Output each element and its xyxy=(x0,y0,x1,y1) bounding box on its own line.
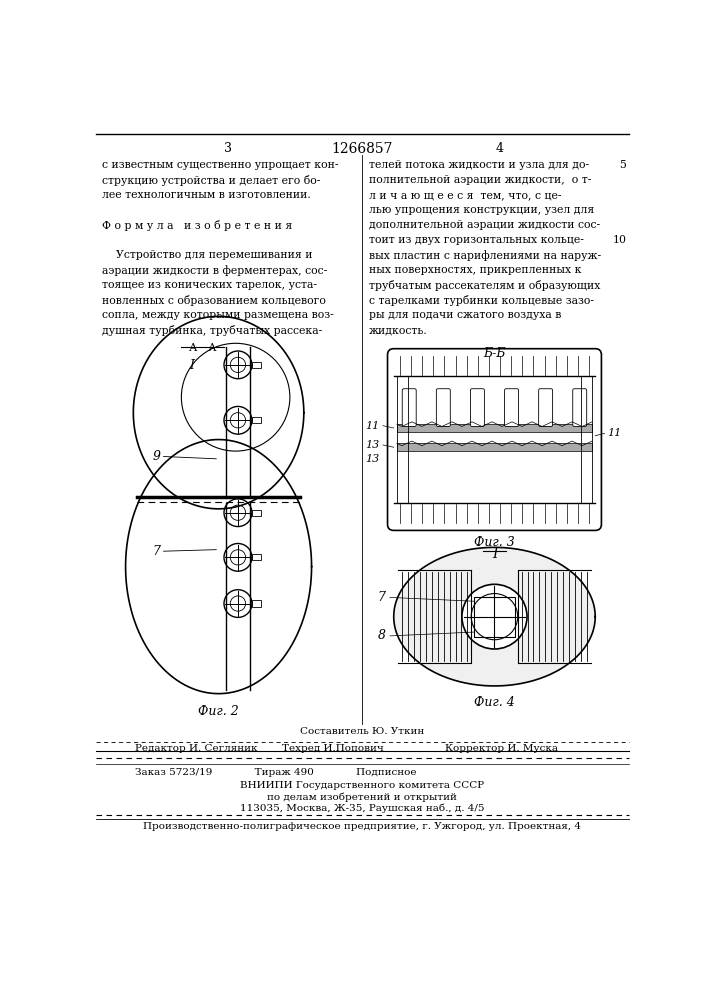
FancyBboxPatch shape xyxy=(402,389,416,426)
Text: Производственно-полиграфическое предприятие, г. Ужгород, ул. Проектная, 4: Производственно-полиграфическое предприя… xyxy=(143,822,581,831)
Text: I: I xyxy=(492,547,497,561)
Circle shape xyxy=(462,584,527,649)
Bar xyxy=(252,510,261,516)
FancyBboxPatch shape xyxy=(573,389,587,426)
Text: 13: 13 xyxy=(366,454,380,464)
Text: ВНИИПИ Государственного комитета СССР: ВНИИПИ Государственного комитета СССР xyxy=(240,781,484,790)
Text: 7: 7 xyxy=(153,545,160,558)
Text: Техред И.Попович: Техред И.Попович xyxy=(282,744,384,753)
Text: лее технологичным в изготовлении.: лее технологичным в изготовлении. xyxy=(103,190,311,200)
Text: 3: 3 xyxy=(224,142,232,155)
Polygon shape xyxy=(394,547,595,686)
Text: телей потока жидкости и узла для до-: телей потока жидкости и узла для до- xyxy=(369,160,589,170)
Text: аэрации жидкости в ферментерах, сос-: аэрации жидкости в ферментерах, сос- xyxy=(103,265,327,276)
Text: Корректор И. Муска: Корректор И. Муска xyxy=(445,744,558,753)
Text: 7: 7 xyxy=(378,591,386,604)
Text: трубчатым рассекателям и образующих: трубчатым рассекателям и образующих xyxy=(369,280,600,291)
Bar xyxy=(397,443,592,451)
Text: Ф о р м у л а   и з о б р е т е н и я: Ф о р м у л а и з о б р е т е н и я xyxy=(103,220,293,231)
Text: лью упрощения конструкции, узел для: лью упрощения конструкции, узел для xyxy=(369,205,594,215)
Text: с тарелками турбинки кольцевые зазо-: с тарелками турбинки кольцевые зазо- xyxy=(369,295,594,306)
Text: ры для подачи сжатого воздуха в: ры для подачи сжатого воздуха в xyxy=(369,310,561,320)
Text: 4: 4 xyxy=(495,142,503,155)
Bar xyxy=(252,417,261,423)
Text: струкцию устройства и делает его бо-: струкцию устройства и делает его бо- xyxy=(103,175,321,186)
Text: Заказ 5723/19             Тираж 490             Подписное: Заказ 5723/19 Тираж 490 Подписное xyxy=(135,768,416,777)
Text: Составитель Ю. Уткин: Составитель Ю. Уткин xyxy=(300,727,424,736)
Text: 5: 5 xyxy=(619,160,626,170)
Text: 113035, Москва, Ж-35, Раушская наб., д. 4/5: 113035, Москва, Ж-35, Раушская наб., д. … xyxy=(240,804,484,813)
Text: тоит из двух горизонтальных кольце-: тоит из двух горизонтальных кольце- xyxy=(369,235,584,245)
Bar xyxy=(252,362,261,368)
Text: жидкость.: жидкость. xyxy=(369,325,428,335)
Text: 11: 11 xyxy=(366,421,380,431)
Text: л и ч а ю щ е е с я  тем, что, с це-: л и ч а ю щ е е с я тем, что, с це- xyxy=(369,190,561,200)
FancyBboxPatch shape xyxy=(539,389,553,426)
Bar xyxy=(252,554,261,560)
FancyBboxPatch shape xyxy=(436,389,450,426)
Text: дополнительной аэрации жидкости сос-: дополнительной аэрации жидкости сос- xyxy=(369,220,600,230)
Text: полнительной аэрации жидкости,  о т-: полнительной аэрации жидкости, о т- xyxy=(369,175,591,185)
Bar xyxy=(474,597,515,637)
Text: А - А: А - А xyxy=(189,343,217,353)
Text: по делам изобретений и открытий: по делам изобретений и открытий xyxy=(267,792,457,802)
Text: 8: 8 xyxy=(378,629,386,642)
Text: 10: 10 xyxy=(612,235,626,245)
Bar xyxy=(252,600,261,607)
Text: Фиг. 4: Фиг. 4 xyxy=(474,696,515,709)
Bar xyxy=(397,424,592,432)
Text: Редактор И. Сегляник: Редактор И. Сегляник xyxy=(135,744,257,753)
Text: новленных с образованием кольцевого: новленных с образованием кольцевого xyxy=(103,295,326,306)
Text: 1266857: 1266857 xyxy=(331,142,392,156)
Text: Фиг. 2: Фиг. 2 xyxy=(198,705,239,718)
Text: тоящее из конических тарелок, уста-: тоящее из конических тарелок, уста- xyxy=(103,280,317,290)
Text: 9: 9 xyxy=(153,450,160,463)
Text: 11: 11 xyxy=(607,428,621,438)
FancyBboxPatch shape xyxy=(470,389,484,426)
Text: ных поверхностях, прикрепленных к: ных поверхностях, прикрепленных к xyxy=(369,265,581,275)
Text: сопла, между которыми размещена воз-: сопла, между которыми размещена воз- xyxy=(103,310,334,320)
FancyBboxPatch shape xyxy=(387,349,602,530)
Text: душная турбинка, трубчатых рассека-: душная турбинка, трубчатых рассека- xyxy=(103,325,322,336)
Text: Фиг. 3: Фиг. 3 xyxy=(474,536,515,549)
FancyBboxPatch shape xyxy=(505,389,518,426)
Text: Устройство для перемешивания и: Устройство для перемешивания и xyxy=(103,250,312,260)
Text: I: I xyxy=(189,359,194,372)
Text: с известным существенно упрощает кон-: с известным существенно упрощает кон- xyxy=(103,160,339,170)
Text: Б-Б: Б-Б xyxy=(483,347,506,360)
Text: 13: 13 xyxy=(366,440,380,450)
Text: вых пластин с нарифлениями на наруж-: вых пластин с нарифлениями на наруж- xyxy=(369,250,601,261)
